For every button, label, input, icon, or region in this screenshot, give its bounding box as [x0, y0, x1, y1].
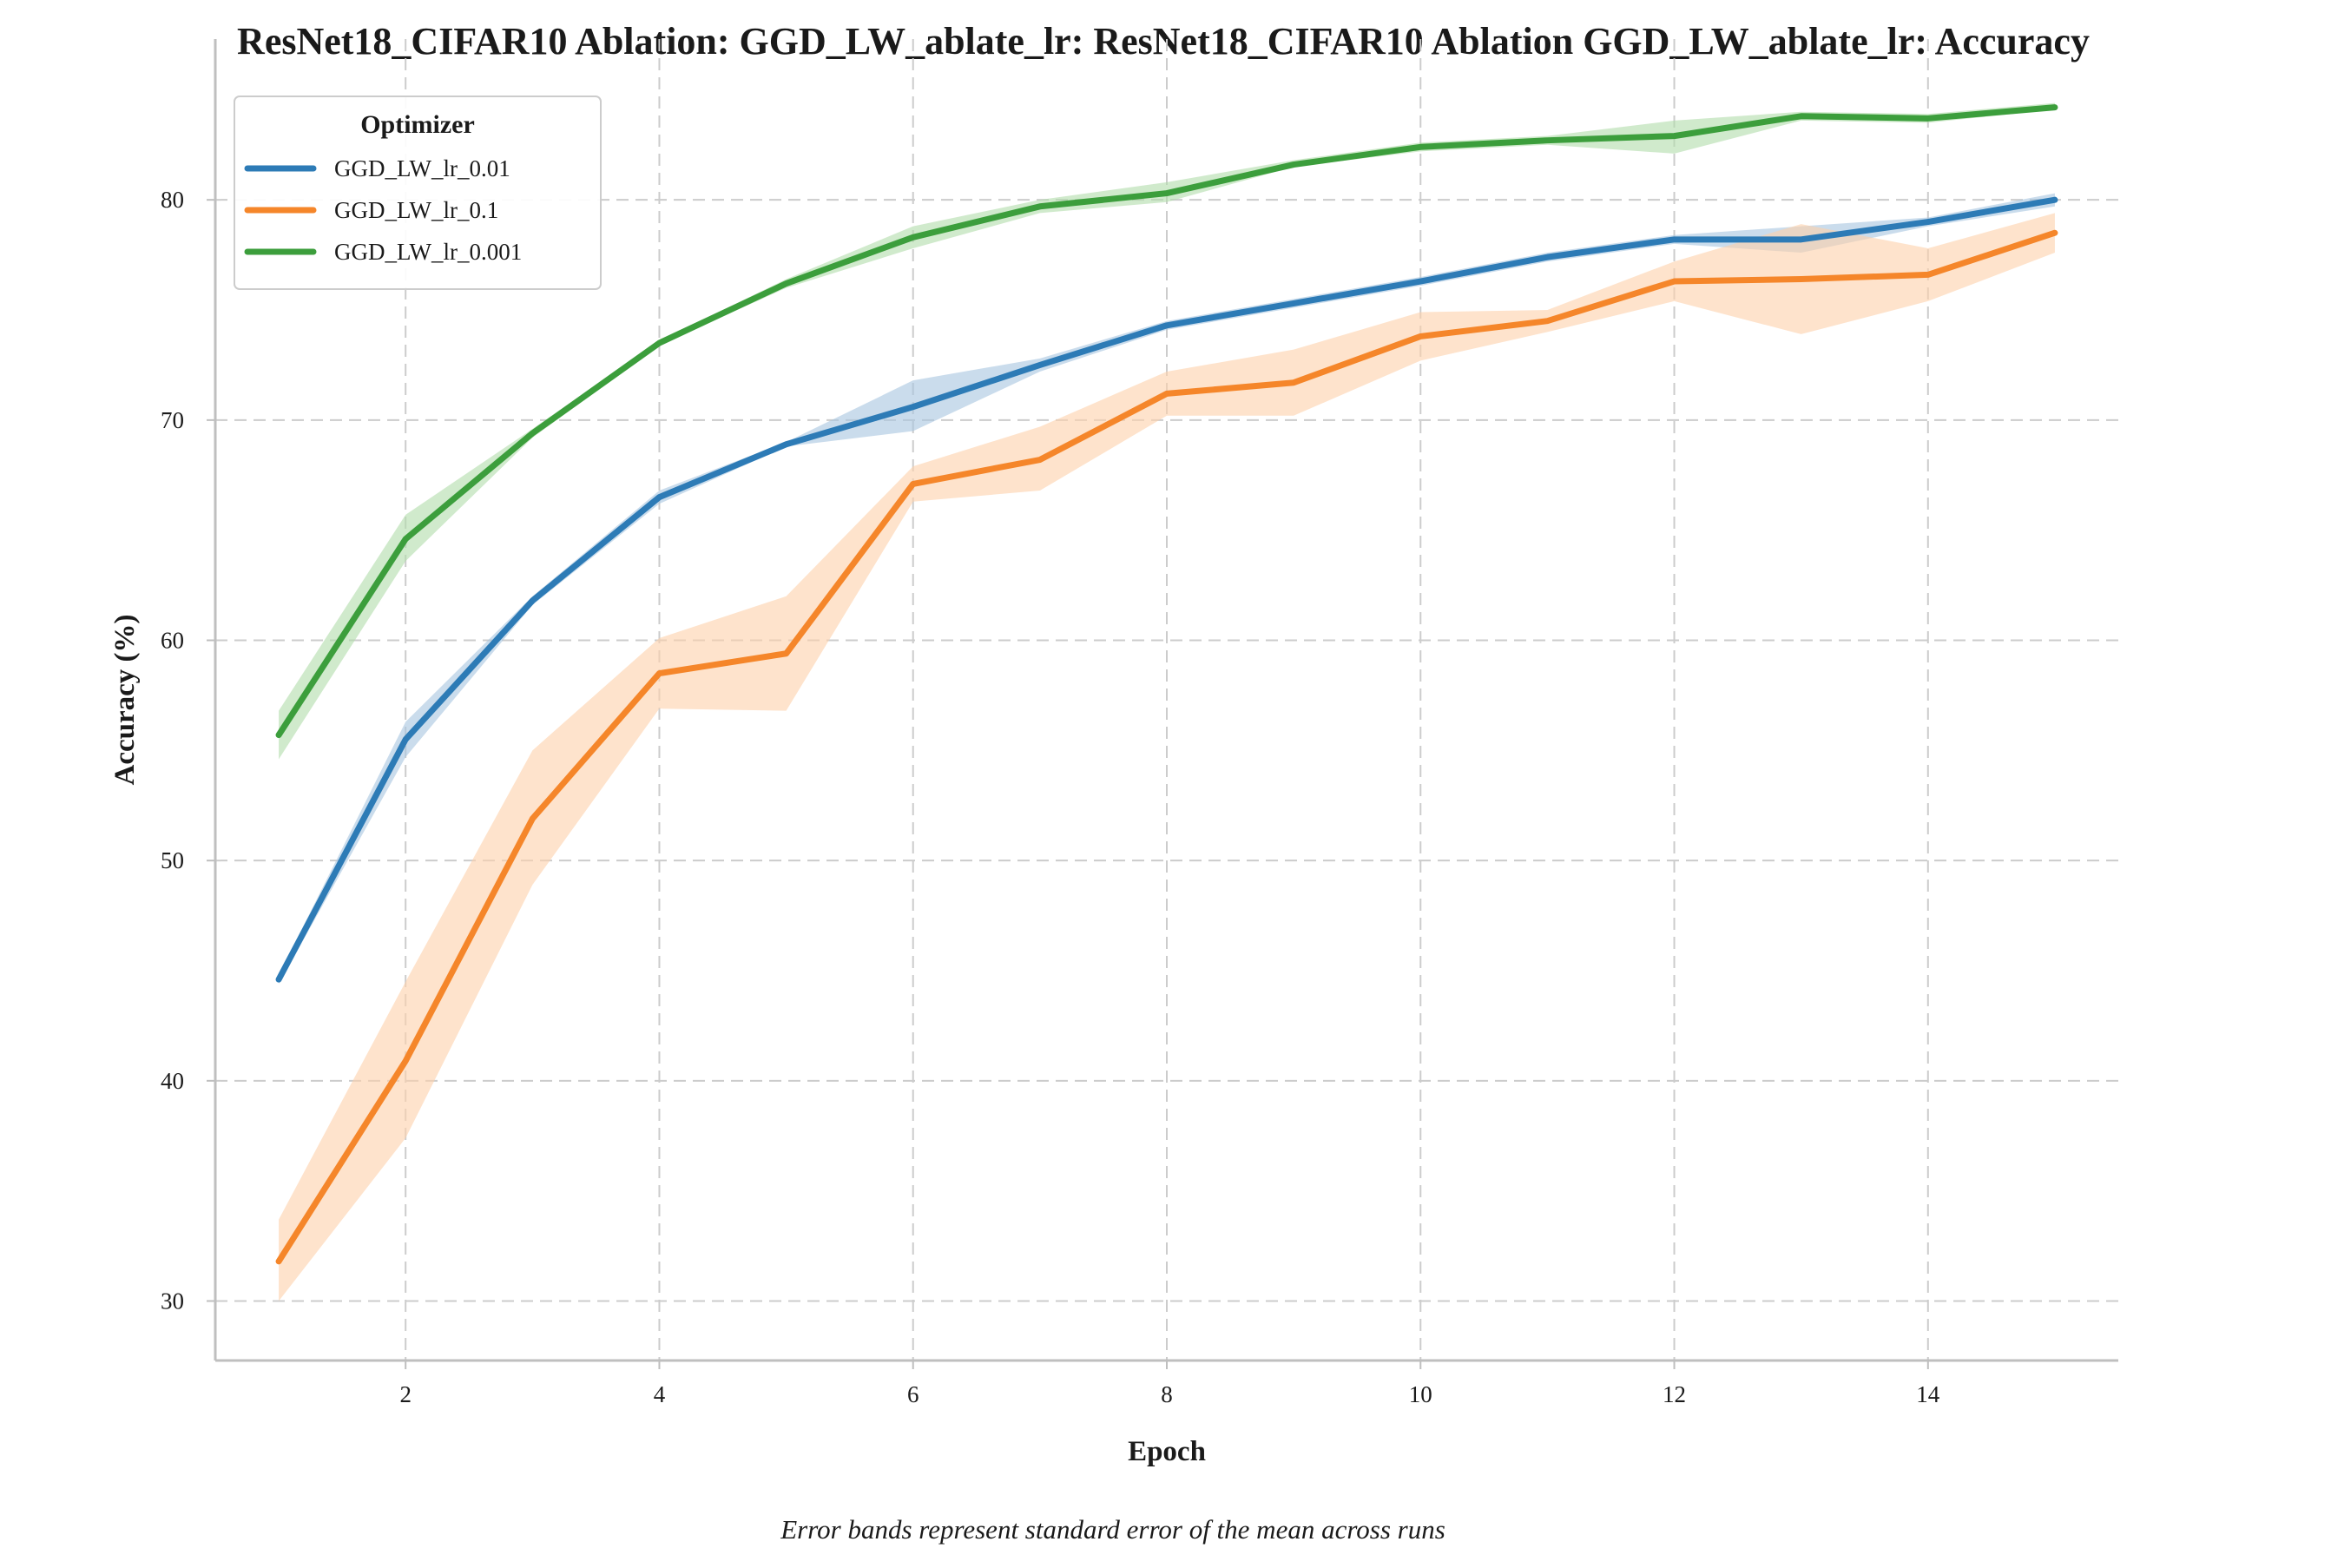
x-tick-label: 12: [1663, 1381, 1686, 1407]
legend-box: [234, 96, 602, 290]
data-point: [1799, 277, 1803, 281]
data-point: [1292, 301, 1296, 306]
data-point: [1799, 237, 1803, 241]
data-point: [1672, 280, 1676, 284]
chart-caption: Error bands represent standard error of …: [780, 1514, 1445, 1545]
data-point: [1545, 319, 1550, 323]
data-point: [911, 235, 915, 240]
data-point: [530, 598, 535, 603]
y-tick-label: 80: [161, 187, 184, 213]
data-point: [1165, 392, 1169, 396]
data-point: [2052, 198, 2057, 202]
y-ticks: 30 40 50 60 70 80: [161, 187, 215, 1314]
data-point: [1545, 255, 1550, 260]
data-point: [1037, 204, 1042, 208]
data-point: [911, 405, 915, 409]
data-point: [657, 495, 662, 499]
x-ticks: 2 4 6 8 10 12 14: [399, 1360, 1940, 1407]
y-tick-label: 70: [161, 407, 184, 433]
data-point: [784, 442, 788, 446]
legend-items: GGD_LW_lr_0.01 GGD_LW_lr_0.1 GGD_LW_lr_0.0…: [244, 155, 522, 265]
y-tick-label: 50: [161, 847, 184, 873]
data-point: [1926, 116, 1930, 121]
data-point: [530, 432, 535, 436]
data-point: [1799, 114, 1803, 118]
data-point: [1165, 191, 1169, 195]
x-tick-label: 8: [1161, 1381, 1173, 1407]
data-point: [1292, 162, 1296, 167]
legend-label: GGD_LW_lr_0.1: [334, 197, 498, 223]
data-point: [2052, 231, 2057, 235]
data-point: [2052, 105, 2057, 109]
data-point: [1037, 458, 1042, 462]
data-point: [530, 816, 535, 820]
legend-label: GGD_LW_lr_0.01: [334, 155, 510, 181]
data-point: [404, 537, 408, 541]
y-axis-label: Accuracy (%): [109, 614, 141, 785]
data-point: [1545, 138, 1550, 142]
data-point: [1672, 237, 1676, 241]
data-point: [1292, 380, 1296, 385]
data-point: [277, 978, 281, 982]
data-point: [1926, 273, 1930, 277]
x-tick-label: 6: [907, 1381, 919, 1407]
x-axis-label: Epoch: [1128, 1436, 1206, 1467]
data-point: [404, 737, 408, 741]
data-point: [1672, 134, 1676, 138]
data-point: [1037, 363, 1042, 367]
data-point: [911, 482, 915, 486]
legend-title: Optimizer: [360, 110, 475, 139]
x-tick-label: 4: [654, 1381, 666, 1407]
legend: Optimizer GGD_LW_lr_0.01GGD_LW_lr_0.1GGD…: [234, 96, 602, 290]
x-tick-label: 14: [1916, 1381, 1940, 1407]
data-point: [657, 341, 662, 346]
x-tick-label: 2: [399, 1381, 412, 1407]
x-tick-label: 10: [1409, 1381, 1432, 1407]
data-point: [1165, 323, 1169, 327]
y-tick-label: 60: [161, 628, 184, 654]
data-point: [1419, 280, 1423, 284]
series-lines: [275, 104, 2058, 1265]
data-point: [1419, 145, 1423, 149]
data-point: [1419, 334, 1423, 339]
y-tick-label: 40: [161, 1068, 184, 1094]
data-point: [1926, 220, 1930, 224]
data-point: [277, 1259, 281, 1263]
chart-title: ResNet18_CIFAR10 Ablation: GGD_LW_ablate…: [237, 20, 2090, 63]
data-point: [784, 281, 788, 286]
data-point: [277, 733, 281, 737]
y-tick-label: 30: [161, 1288, 184, 1314]
legend-label: GGD_LW_lr_0.001: [334, 239, 522, 265]
data-point: [657, 671, 662, 675]
data-point: [784, 651, 788, 656]
data-point: [404, 1059, 408, 1064]
